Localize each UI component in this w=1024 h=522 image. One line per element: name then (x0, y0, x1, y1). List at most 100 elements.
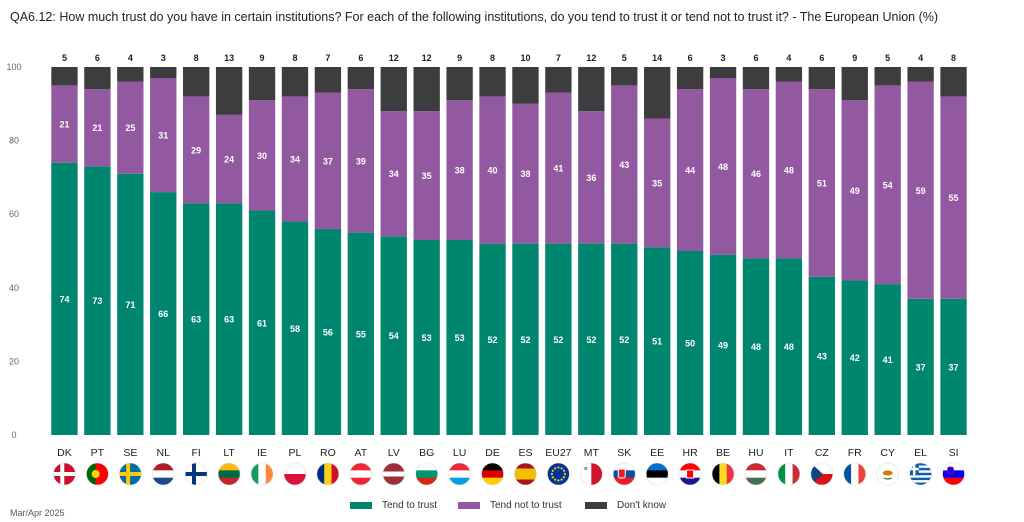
data-label-trust: 48 (751, 342, 761, 352)
flag-stripe (909, 472, 932, 476)
bar-segment-not-trust (248, 100, 276, 211)
flag-stripe (851, 463, 859, 485)
flag-star (551, 469, 554, 472)
data-label-trust: 49 (718, 340, 728, 350)
data-label-dont-know: 6 (819, 53, 824, 63)
x-tick-label: IT (784, 447, 794, 459)
data-label-not-trust: 36 (586, 173, 596, 183)
data-label-not-trust: 30 (257, 151, 267, 161)
flag-border (250, 462, 274, 486)
bar-segment-trust (644, 247, 671, 435)
flag-stripe (613, 477, 636, 485)
data-label-trust: 61 (257, 318, 267, 328)
data-label-dont-know: 3 (161, 53, 166, 63)
flag-border (217, 462, 241, 486)
flag-stripe (218, 463, 241, 471)
flag-hr-icon (679, 463, 702, 485)
bar-segment-not-trust (413, 111, 440, 240)
bar-segment-trust (775, 258, 803, 435)
x-tick-label: SI (949, 447, 959, 459)
bar-segment-trust (413, 239, 440, 435)
x-tick-label: LV (388, 447, 400, 459)
data-label-trust: 52 (520, 335, 530, 345)
flag-stripe (185, 472, 208, 476)
bar-segment-not-trust (281, 96, 309, 222)
bar-segment-dont-know (248, 67, 276, 101)
flag-border (382, 462, 406, 486)
flag-stripe (646, 463, 669, 471)
legend-label-trust: Tend to trust (382, 500, 438, 511)
data-label-dont-know: 7 (325, 53, 330, 63)
data-label-dont-know: 12 (389, 53, 399, 63)
flag-stripe (591, 463, 603, 485)
flag-border (514, 462, 537, 486)
data-label-dont-know: 7 (556, 53, 561, 63)
bar-segment-trust (314, 228, 342, 435)
data-label-dont-know: 4 (128, 53, 133, 63)
flag-emblem (882, 470, 893, 476)
flag-stripe (719, 463, 728, 485)
bar-segment-not-trust (611, 85, 638, 244)
data-label-not-trust: 31 (158, 131, 168, 141)
bar-segment-dont-know (413, 67, 440, 112)
flag-stripe (481, 463, 504, 471)
bar-segment-dont-know (183, 67, 210, 97)
bar-segment-not-trust (380, 111, 407, 237)
bar-segment-not-trust (117, 81, 144, 174)
bar-segment-trust (874, 284, 901, 435)
bar-segment-dont-know (676, 67, 704, 90)
bar-segment-not-trust (150, 78, 177, 193)
data-label-trust: 73 (92, 296, 102, 306)
flag-stripe (152, 463, 175, 471)
flag-stripe (258, 463, 267, 485)
flag-eu27-icon (547, 463, 570, 485)
bar-segment-dont-know (347, 67, 374, 90)
x-tick-label: ES (518, 447, 532, 459)
flag-stripe (712, 463, 720, 485)
data-label-dont-know: 3 (721, 53, 726, 63)
flag-it-icon (777, 463, 800, 485)
data-label-not-trust: 59 (916, 186, 926, 196)
flag-stripe (785, 463, 794, 485)
y-tick-label: 0 (11, 430, 16, 440)
flag-stripe (448, 470, 471, 479)
flag-stripe (283, 463, 306, 475)
flag-es-icon (514, 463, 537, 485)
data-label-trust: 52 (586, 335, 596, 345)
flag-fr-icon (843, 463, 866, 485)
flag-stripe (744, 470, 767, 479)
x-tick-label: IE (257, 447, 267, 459)
flag-stripe (909, 465, 932, 469)
data-label-not-trust: 54 (883, 180, 893, 190)
flag-star (550, 472, 553, 476)
data-label-not-trust: 34 (290, 155, 300, 165)
bar-segment-dont-know (808, 67, 835, 90)
bar-segment-not-trust (644, 118, 671, 248)
bar-segment-dont-know (874, 67, 901, 86)
flag-star (560, 478, 563, 481)
x-tick-label: EL (914, 447, 927, 459)
data-label-trust: 48 (784, 342, 794, 352)
flag-stripe (415, 477, 438, 485)
flag-stripe (349, 477, 372, 485)
flag-border (810, 462, 834, 486)
bar-segment-trust (84, 166, 111, 436)
bar-segment-not-trust (578, 111, 605, 244)
flag-stripe (942, 477, 965, 485)
flag-stripe (265, 463, 274, 485)
flag-border (678, 462, 702, 486)
x-tick-label: LT (223, 447, 235, 459)
bar-segment-dont-know (215, 67, 243, 115)
flag-border (119, 462, 142, 486)
legend-item-not-trust: Tend not to trust (458, 500, 562, 511)
flag-stripe (547, 463, 570, 485)
flag-stripe (331, 463, 339, 485)
data-label-trust: 53 (422, 333, 432, 343)
flag-border (349, 462, 373, 486)
x-tick-label: CY (880, 447, 895, 459)
flag-cy-icon (876, 463, 899, 485)
flag-pl-icon (283, 463, 306, 485)
flag-at-icon (349, 463, 372, 485)
x-tick-label: AT (355, 447, 368, 459)
flag-star (554, 478, 557, 481)
